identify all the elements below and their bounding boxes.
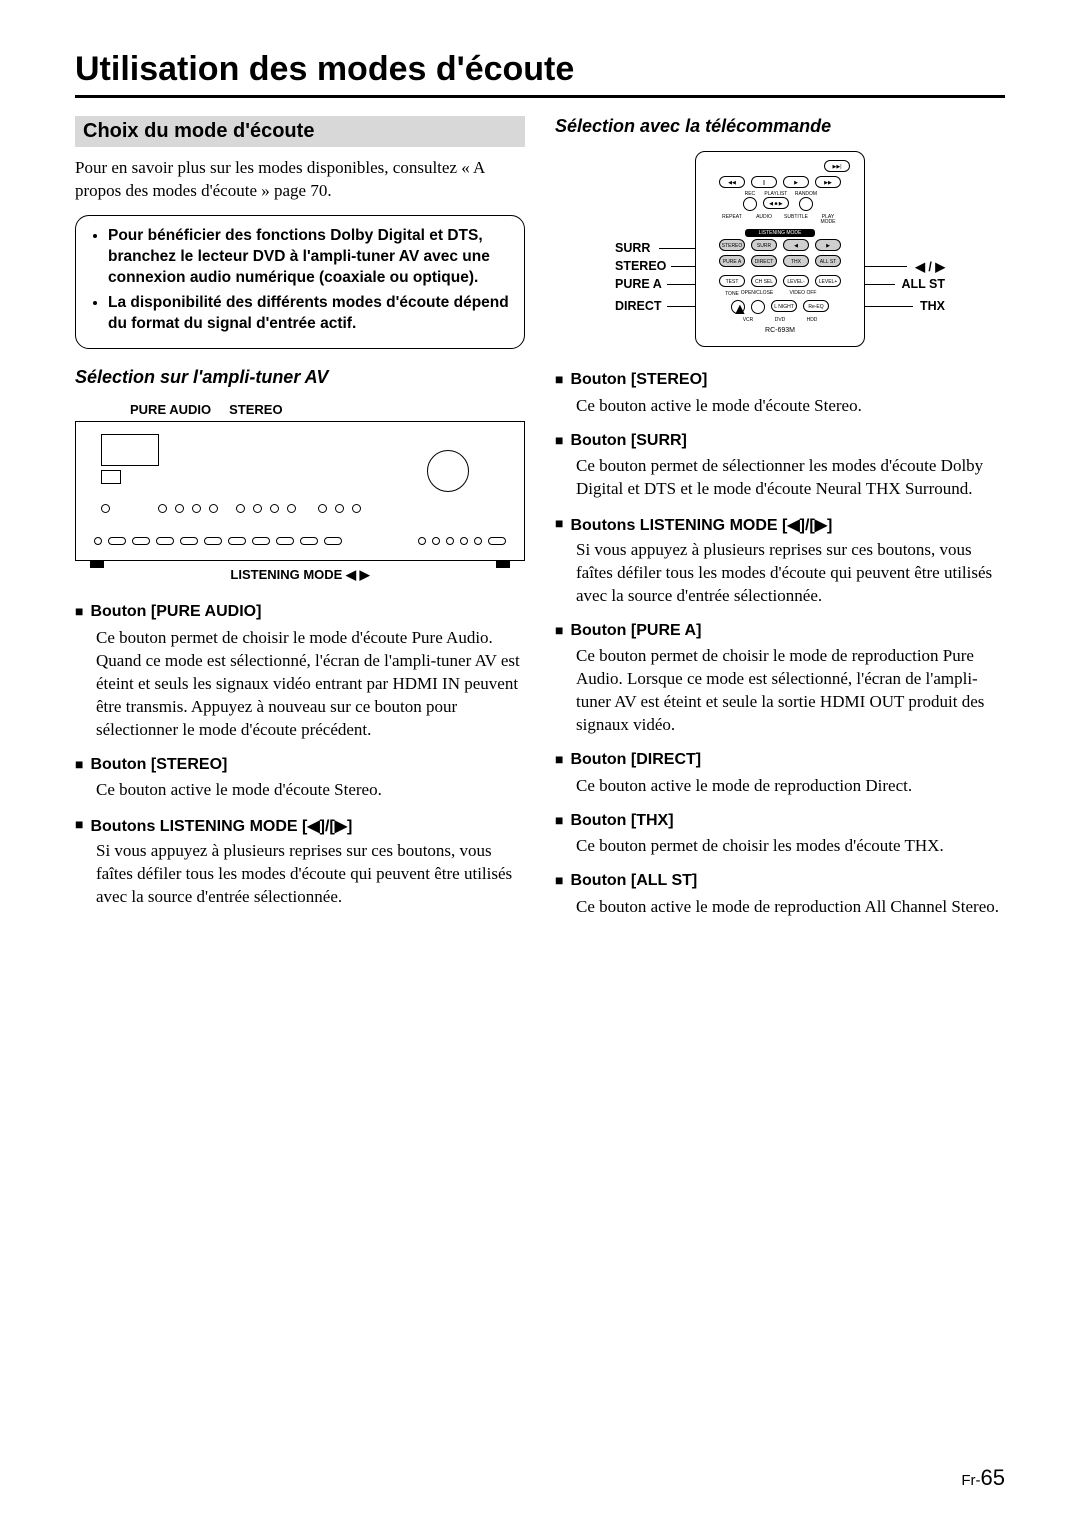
remote-label-purea: PURE A bbox=[615, 277, 662, 291]
page-number: Fr-65 bbox=[961, 1465, 1005, 1491]
remote-label-surr: SURR bbox=[615, 241, 650, 255]
square-bullet-icon: ■ bbox=[555, 751, 563, 771]
list-item: ■ Bouton [ALL ST] bbox=[555, 872, 1005, 892]
section-heading: Choix du mode d'écoute bbox=[75, 116, 525, 147]
item-title: Bouton [ALL ST] bbox=[570, 872, 697, 892]
square-bullet-icon: ■ bbox=[555, 515, 563, 535]
remote-label-allst: ALL ST bbox=[901, 277, 945, 291]
list-item: ■ Boutons LISTENING MODE [◀]/[▶] bbox=[75, 816, 525, 836]
list-item: ■ Bouton [PURE AUDIO] bbox=[75, 603, 525, 623]
remote-illustration: ▶▶| ◀◀||▶▶▶ REC PLAYLIST◀ ■ ▶ RANDOM REP… bbox=[695, 151, 865, 347]
list-item: ■ Bouton [PURE A] bbox=[555, 622, 1005, 642]
item-body: Ce bouton active le mode d'écoute Stereo… bbox=[96, 779, 525, 802]
intro-text: Pour en savoir plus sur les modes dispon… bbox=[75, 157, 525, 203]
item-title: Bouton [PURE A] bbox=[570, 622, 701, 642]
device-illustration bbox=[75, 421, 525, 561]
list-item: ■ Bouton [STEREO] bbox=[555, 371, 1005, 391]
item-title: Bouton [SURR] bbox=[570, 432, 686, 452]
item-title: Bouton [PURE AUDIO] bbox=[90, 603, 261, 623]
title-rule bbox=[75, 95, 1005, 98]
item-body: Ce bouton active le mode de reproduction… bbox=[576, 775, 1005, 798]
remote-label-thx: THX bbox=[920, 299, 945, 313]
note-box: Pour bénéficier des fonctions Dolby Digi… bbox=[75, 215, 525, 350]
item-title: Bouton [STEREO] bbox=[90, 756, 227, 776]
remote-figure: SURR STEREO PURE A DIRECT ◀ / ▶ ALL ST T… bbox=[615, 151, 945, 347]
item-title: Bouton [STEREO] bbox=[570, 371, 707, 391]
list-item: ■ Bouton [DIRECT] bbox=[555, 751, 1005, 771]
list-item: ■ Bouton [SURR] bbox=[555, 432, 1005, 452]
item-body: Ce bouton permet de choisir les modes d'… bbox=[576, 835, 1005, 858]
item-body: Ce bouton active le mode de reproduction… bbox=[576, 896, 1005, 919]
item-body: Ce bouton permet de choisir le mode de r… bbox=[576, 645, 1005, 737]
square-bullet-icon: ■ bbox=[555, 371, 563, 391]
item-title: Bouton [THX] bbox=[570, 812, 673, 832]
square-bullet-icon: ■ bbox=[555, 432, 563, 452]
square-bullet-icon: ■ bbox=[555, 872, 563, 892]
remote-label-nav: ◀ / ▶ bbox=[915, 259, 945, 274]
right-column: Sélection avec la télécommande SURR STER… bbox=[555, 116, 1005, 933]
figure-label-pure-audio: PURE AUDIO bbox=[130, 402, 211, 417]
square-bullet-icon: ■ bbox=[75, 816, 83, 836]
remote-label-direct: DIRECT bbox=[615, 299, 662, 313]
note-item: La disponibilité des différents modes d'… bbox=[108, 293, 510, 335]
item-body: Ce bouton active le mode d'écoute Stereo… bbox=[576, 395, 1005, 418]
page-title: Utilisation des modes d'écoute bbox=[75, 50, 1005, 89]
device-figure: PURE AUDIO STEREO bbox=[75, 402, 525, 583]
remote-model: RC-693M bbox=[704, 327, 856, 334]
sub-heading: Sélection sur l'ampli-tuner AV bbox=[75, 367, 525, 388]
list-item: ■ Bouton [THX] bbox=[555, 812, 1005, 832]
figure-label-listening-mode: LISTENING MODE ◀ ▶ bbox=[75, 567, 525, 583]
item-title: Boutons LISTENING MODE [◀]/[▶] bbox=[90, 816, 352, 836]
square-bullet-icon: ■ bbox=[555, 622, 563, 642]
item-body: Ce bouton permet de choisir le mode d'éc… bbox=[96, 627, 525, 742]
two-column-layout: Choix du mode d'écoute Pour en savoir pl… bbox=[75, 116, 1005, 933]
sub-heading: Sélection avec la télécommande bbox=[555, 116, 1005, 137]
square-bullet-icon: ■ bbox=[75, 756, 83, 776]
item-body: Si vous appuyez à plusieurs reprises sur… bbox=[576, 539, 1005, 608]
note-item: Pour bénéficier des fonctions Dolby Digi… bbox=[108, 226, 510, 289]
square-bullet-icon: ■ bbox=[75, 603, 83, 623]
square-bullet-icon: ■ bbox=[555, 812, 563, 832]
item-body: Si vous appuyez à plusieurs reprises sur… bbox=[96, 840, 525, 909]
remote-label-stereo: STEREO bbox=[615, 259, 666, 273]
figure-label-stereo: STEREO bbox=[229, 402, 282, 417]
list-item: ■ Boutons LISTENING MODE [◀]/[▶] bbox=[555, 515, 1005, 535]
item-title: Bouton [DIRECT] bbox=[570, 751, 701, 771]
list-item: ■ Bouton [STEREO] bbox=[75, 756, 525, 776]
item-body: Ce bouton permet de sélectionner les mod… bbox=[576, 455, 1005, 501]
left-column: Choix du mode d'écoute Pour en savoir pl… bbox=[75, 116, 525, 933]
item-title: Boutons LISTENING MODE [◀]/[▶] bbox=[570, 515, 832, 535]
